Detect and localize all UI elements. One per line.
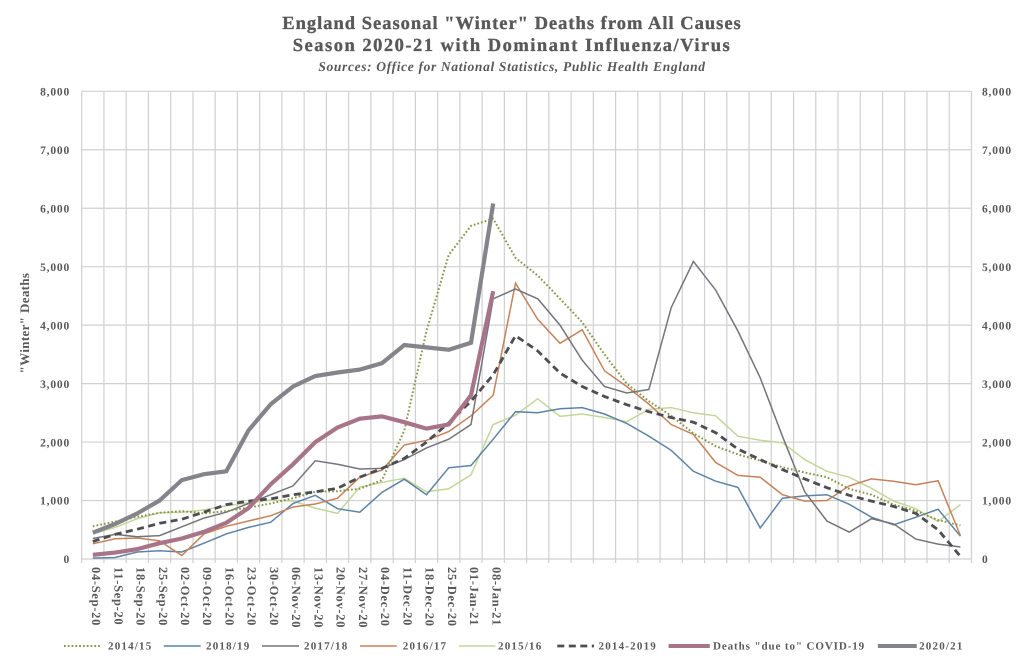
svg-text:01-Jan-21: 01-Jan-21 <box>467 567 481 626</box>
svg-text:25-Dec-20: 25-Dec-20 <box>445 567 459 627</box>
svg-text:4,000: 4,000 <box>40 320 70 332</box>
svg-text:18-Dec-20: 18-Dec-20 <box>423 567 437 627</box>
svg-text:18-Sep-20: 18-Sep-20 <box>134 567 148 626</box>
svg-text:2014-2019: 2014-2019 <box>599 641 657 653</box>
svg-text:Deaths "due to" COVID-19: Deaths "due to" COVID-19 <box>713 641 865 653</box>
svg-text:2014/15: 2014/15 <box>108 641 152 653</box>
svg-text:16-Oct-20: 16-Oct-20 <box>223 567 237 626</box>
svg-text:2,000: 2,000 <box>982 437 1012 449</box>
svg-text:"Winter" Deaths: "Winter" Deaths <box>17 273 32 374</box>
svg-text:Season 2020-21 with Dominant I: Season 2020-21 with Dominant Influenza/V… <box>293 36 731 56</box>
svg-text:11-Sep-20: 11-Sep-20 <box>111 567 125 625</box>
svg-text:11-Dec-20: 11-Dec-20 <box>401 567 415 626</box>
svg-text:04-Sep-20: 04-Sep-20 <box>89 567 103 626</box>
svg-text:8,000: 8,000 <box>40 87 70 99</box>
svg-text:2018/19: 2018/19 <box>206 641 250 653</box>
svg-text:04-Dec-20: 04-Dec-20 <box>378 567 392 627</box>
svg-text:7,000: 7,000 <box>982 145 1012 157</box>
svg-text:06-Nov-20: 06-Nov-20 <box>289 567 303 628</box>
svg-text:2017/18: 2017/18 <box>304 641 348 653</box>
svg-text:1,000: 1,000 <box>40 496 70 508</box>
svg-text:4,000: 4,000 <box>982 320 1012 332</box>
svg-text:30-Oct-20: 30-Oct-20 <box>267 567 281 626</box>
svg-text:23-Oct-20: 23-Oct-20 <box>245 567 259 626</box>
svg-text:2020/21: 2020/21 <box>919 641 963 653</box>
svg-text:13-Nov-20: 13-Nov-20 <box>312 567 326 628</box>
svg-text:England Seasonal "Winter" Deat: England Seasonal "Winter" Deaths from Al… <box>282 14 742 34</box>
svg-text:3,000: 3,000 <box>982 379 1012 391</box>
svg-text:Sources: Office for National S: Sources: Office for National Statistics,… <box>318 59 705 74</box>
svg-text:2015/16: 2015/16 <box>498 641 542 653</box>
svg-text:0: 0 <box>982 554 989 566</box>
svg-text:7,000: 7,000 <box>40 145 70 157</box>
svg-text:08-Jan-21: 08-Jan-21 <box>489 567 503 626</box>
svg-text:6,000: 6,000 <box>982 203 1012 215</box>
svg-text:1,000: 1,000 <box>982 496 1012 508</box>
svg-text:5,000: 5,000 <box>982 262 1012 274</box>
svg-text:6,000: 6,000 <box>40 203 70 215</box>
svg-text:02-Oct-20: 02-Oct-20 <box>178 567 192 626</box>
svg-text:09-Oct-20: 09-Oct-20 <box>200 567 214 626</box>
svg-text:5,000: 5,000 <box>40 262 70 274</box>
svg-text:2016/17: 2016/17 <box>403 641 447 653</box>
svg-text:27-Nov-20: 27-Nov-20 <box>356 567 370 628</box>
svg-text:2,000: 2,000 <box>40 437 70 449</box>
svg-text:0: 0 <box>63 554 70 566</box>
svg-text:8,000: 8,000 <box>982 87 1012 99</box>
svg-text:20-Nov-20: 20-Nov-20 <box>334 567 348 628</box>
svg-text:3,000: 3,000 <box>40 379 70 391</box>
svg-text:25-Sep-20: 25-Sep-20 <box>156 567 170 626</box>
